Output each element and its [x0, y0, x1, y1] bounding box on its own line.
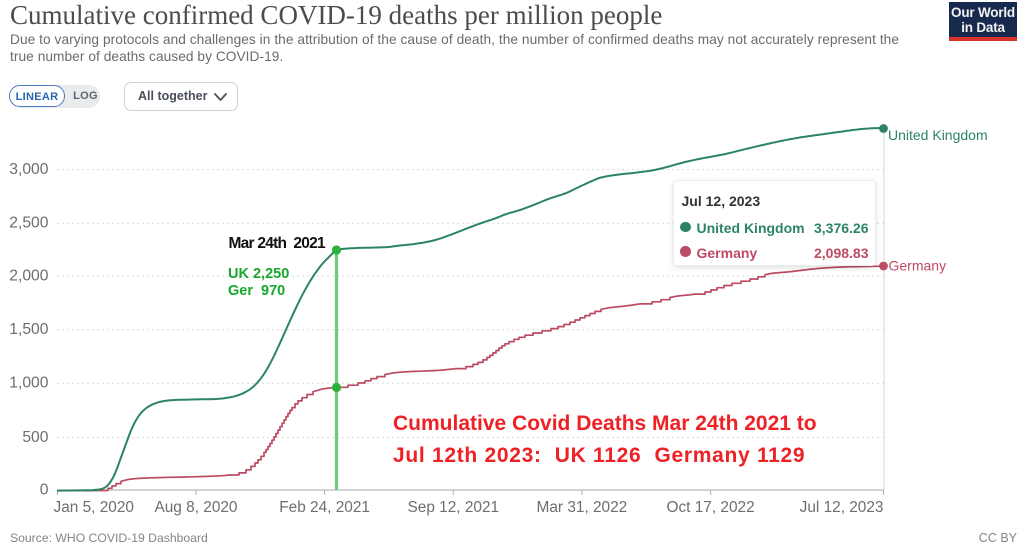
svg-text:Sep 12, 2021: Sep 12, 2021 — [408, 499, 500, 516]
svg-text:0: 0 — [40, 482, 49, 499]
svg-text:Jan 5, 2020: Jan 5, 2020 — [54, 499, 134, 516]
svg-text:Aug 8, 2020: Aug 8, 2020 — [154, 499, 237, 516]
svg-text:2,500: 2,500 — [9, 215, 49, 232]
svg-text:Feb 24, 2021: Feb 24, 2021 — [279, 499, 370, 516]
svg-text:1,500: 1,500 — [9, 321, 49, 338]
svg-text:500: 500 — [22, 429, 48, 446]
svg-text:3,000: 3,000 — [9, 161, 49, 178]
svg-text:Mar 31, 2022: Mar 31, 2022 — [537, 499, 628, 516]
svg-text:2,000: 2,000 — [9, 268, 49, 285]
svg-text:Oct 17, 2022: Oct 17, 2022 — [667, 499, 755, 516]
svg-text:United Kingdom: United Kingdom — [888, 127, 988, 143]
svg-text:Jul 12, 2023: Jul 12, 2023 — [800, 499, 884, 516]
svg-text:Germany: Germany — [889, 258, 947, 274]
svg-text:1,000: 1,000 — [9, 375, 49, 392]
